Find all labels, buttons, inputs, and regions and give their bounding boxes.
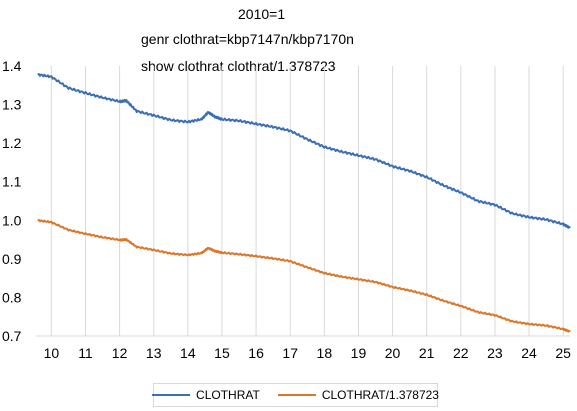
- x-tick-label: 22: [453, 345, 469, 361]
- legend-item-clothrat-scaled: CLOTHRAT/1.378723: [277, 388, 439, 402]
- y-axis-ticks: 0.7 0.8 0.9 1.0 1.1 1.2 1.3 1.4: [2, 58, 22, 344]
- y-tick-label: 1.2: [2, 135, 22, 151]
- legend-swatch-clothrat: [152, 394, 191, 396]
- y-tick-label: 1.1: [2, 174, 22, 190]
- y-tick-label: 0.9: [2, 251, 22, 267]
- legend-label-clothrat-scaled: CLOTHRAT/1.378723: [321, 388, 439, 402]
- x-tick-label: 15: [214, 345, 230, 361]
- x-tick-label: 23: [487, 345, 503, 361]
- x-tick-label: 14: [180, 345, 196, 361]
- y-tick-label: 0.7: [2, 328, 22, 344]
- x-tick-label: 12: [112, 345, 128, 361]
- y-tick-label: 1.0: [2, 212, 22, 228]
- x-tick-label: 17: [282, 345, 298, 361]
- series-lines: [37, 73, 571, 333]
- series-line-clothrat-scaled: [37, 218, 571, 333]
- vertical-gridlines: [36, 66, 570, 337]
- chart-note-line-1: 2010=1: [238, 6, 286, 22]
- x-tick-label: 16: [248, 345, 264, 361]
- x-axis-ticks: 10 11 12 13 14 15 16 17 18 19 20 21 22 23 24 25: [44, 345, 572, 361]
- x-tick-label: 11: [78, 345, 93, 361]
- x-tick-label: 10: [44, 345, 60, 361]
- legend-swatch-clothrat-scaled: [277, 394, 316, 396]
- x-tick-label: 18: [317, 345, 333, 361]
- y-tick-label: 1.3: [2, 97, 22, 113]
- x-tick-label: 21: [419, 345, 435, 361]
- x-tick-label: 24: [521, 345, 537, 361]
- chart-legend: CLOTHRAT CLOTHRAT/1.378723: [152, 383, 439, 407]
- x-tick-label: 13: [146, 345, 162, 361]
- chart-note-line-2: genr clothrat=kbp7147n/kbp7170n: [141, 31, 354, 47]
- x-tick-label: 20: [385, 345, 401, 361]
- legend-label-clothrat: CLOTHRAT: [196, 388, 260, 402]
- legend-item-clothrat: CLOTHRAT: [152, 388, 260, 402]
- chart-note-line-3: show clothrat clothrat/1.378723: [141, 58, 336, 74]
- x-tick-label: 25: [555, 345, 571, 361]
- series-line-clothrat: [37, 73, 571, 229]
- y-tick-label: 1.4: [2, 58, 22, 74]
- x-tick-label: 19: [351, 345, 367, 361]
- y-tick-label: 0.8: [2, 289, 22, 305]
